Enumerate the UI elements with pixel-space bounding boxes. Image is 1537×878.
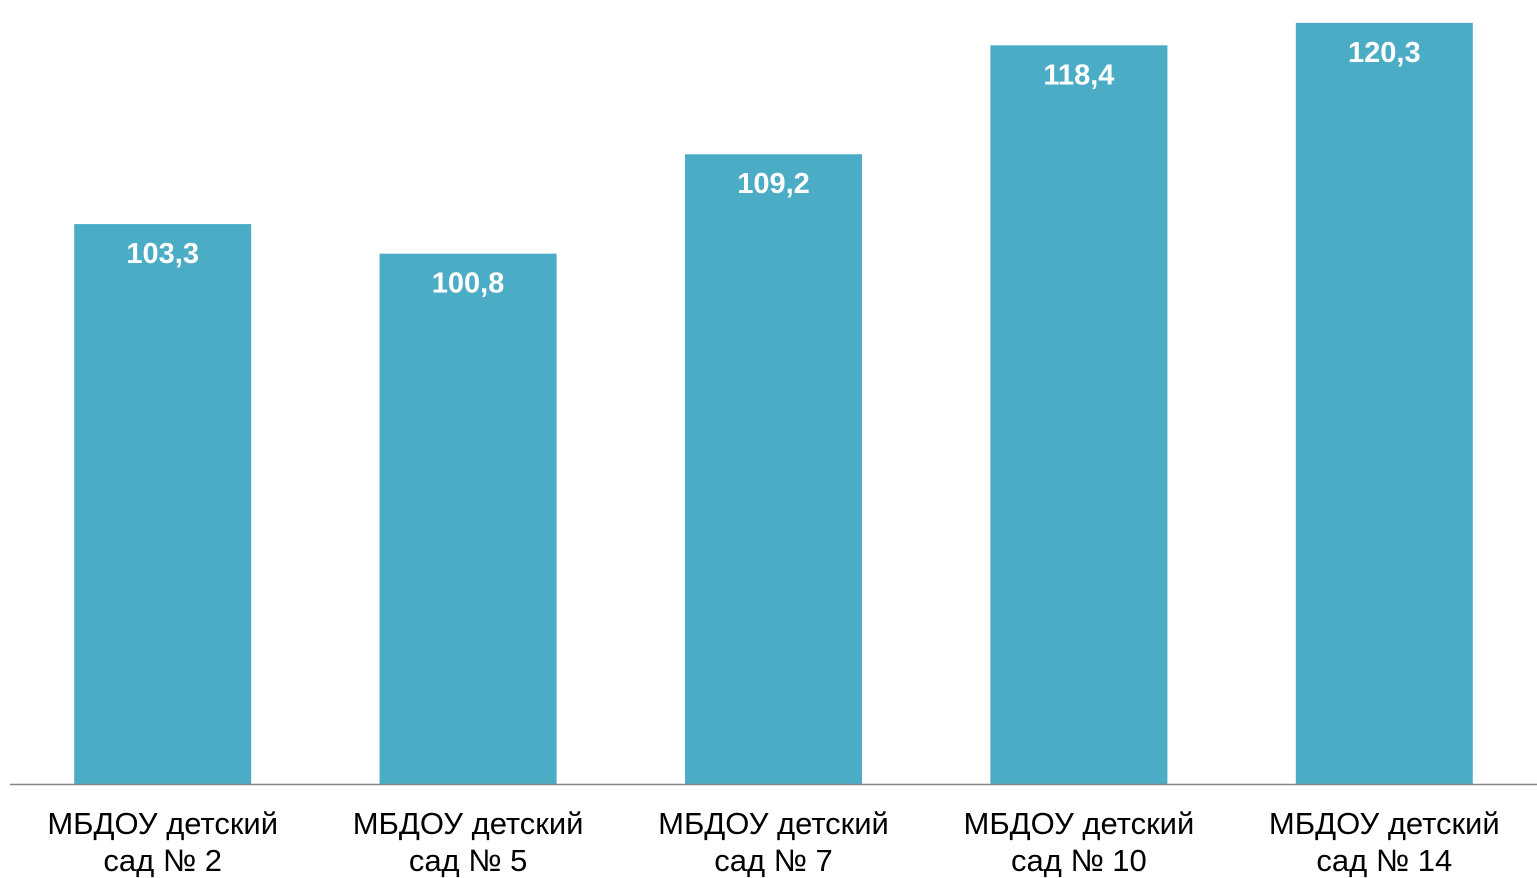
bars-layer: [74, 22, 1473, 785]
value-labels-layer: 103,3 100,8 109,2 118,4 120,3: [126, 37, 1420, 300]
bar-value-label-2: 100,8: [432, 268, 505, 300]
category-label-3-line-2: сад № 7: [714, 843, 833, 878]
category-label-1-line-2: сад № 2: [103, 843, 222, 878]
bar-value-label-3: 109,2: [737, 168, 810, 200]
category-label-2-line-2: сад № 5: [409, 843, 528, 878]
bar-4: [990, 45, 1168, 785]
category-label-5-line-1: МБДОУ детский: [1269, 806, 1500, 841]
bar-2: [379, 253, 557, 784]
category-label-1-line-1: МБДОУ детский: [47, 806, 278, 841]
category-label-5-line-2: сад № 14: [1316, 843, 1452, 878]
category-label-4-line-2: сад № 10: [1011, 843, 1147, 878]
category-label-3-line-1: МБДОУ детский: [658, 806, 889, 841]
bar-3: [685, 154, 862, 784]
category-label-2-line-1: МБДОУ детский: [353, 806, 584, 841]
category-label-4-line-1: МБДОУ детский: [964, 806, 1195, 841]
bar-value-label-1: 103,3: [126, 238, 199, 270]
bar-5: [1295, 22, 1473, 785]
bar-value-label-4: 118,4: [1043, 59, 1114, 91]
bar-value-label-5: 120,3: [1348, 37, 1421, 69]
bar-1: [74, 224, 252, 784]
